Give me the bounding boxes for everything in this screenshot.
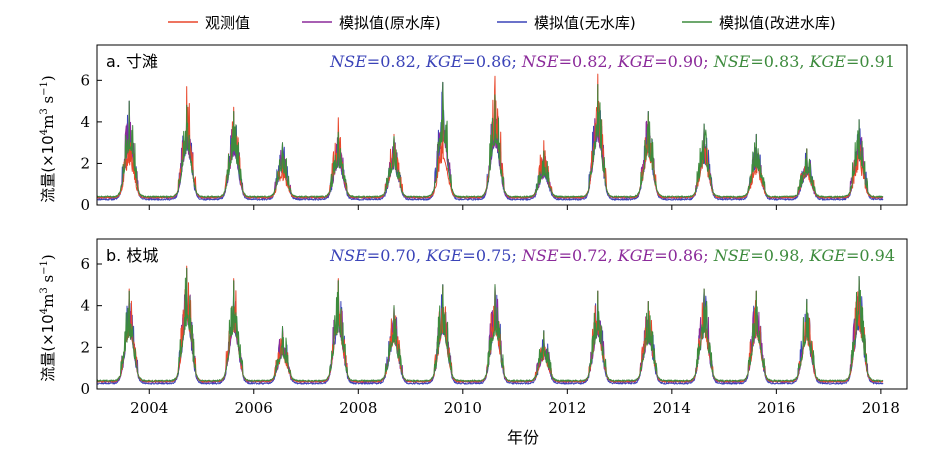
metric-text: KGE — [809, 52, 847, 71]
metric-text: KGE — [617, 52, 655, 71]
panel-0-title: a. 寸滩 — [106, 52, 158, 71]
metric-text: =0.70, — [367, 246, 426, 265]
legend: 观测值 模拟值(原水库) 模拟值(无水库) 模拟值(改进水库) — [168, 14, 836, 32]
panel-1-frame — [96, 238, 908, 390]
x-tick-label: 2010 — [444, 399, 482, 417]
legend-label-3: 模拟值(改进水库) — [719, 14, 836, 32]
panel-1-series-improved-reservoir — [96, 267, 884, 382]
panel-0-metrics: NSE=0.82, KGE=0.86; NSE=0.82, KGE=0.90; … — [329, 52, 895, 71]
metric-text: =0.86; — [462, 52, 522, 71]
metric-text: =0.94 — [846, 246, 895, 265]
y-tick-label: 2 — [80, 338, 90, 356]
panel-1-title: b. 枝城 — [106, 246, 158, 265]
x-tick-label: 2006 — [235, 399, 273, 417]
panel-1-metrics: NSE=0.70, KGE=0.75; NSE=0.72, KGE=0.86; … — [329, 246, 895, 265]
metric-text: KGE — [425, 246, 463, 265]
metric-text: NSE — [329, 52, 367, 71]
metric-text: =0.91 — [846, 52, 895, 71]
metric-text: KGE — [425, 52, 463, 71]
metric-text: =0.98, — [750, 246, 809, 265]
metric-text: NSE — [521, 52, 559, 71]
panel-b: 0 2 4 6 2004 2006 2008 2010 2012 2014 2016 2018 b. 枝… — [80, 238, 908, 417]
x-tick-label: 2014 — [653, 399, 691, 417]
metric-text: =0.90; — [654, 52, 714, 71]
y-tick-label: 2 — [80, 154, 90, 172]
y-tick-label: 0 — [80, 380, 90, 398]
metric-text: NSE — [329, 246, 367, 265]
x-tick-label: 2016 — [757, 399, 795, 417]
panel-0-series-improved-reservoir — [96, 81, 884, 198]
y-axis-label-b: 流量(×104m3 s−1) — [39, 254, 57, 382]
metric-text: =0.83, — [750, 52, 809, 71]
y-tick-label: 6 — [80, 71, 90, 89]
x-tick-label: 2012 — [548, 399, 586, 417]
legend-label-0: 观测值 — [205, 14, 250, 32]
metric-text: =0.75; — [462, 246, 522, 265]
metric-text: =0.72, — [559, 246, 618, 265]
metric-text: =0.86; — [654, 246, 714, 265]
metric-text: KGE — [617, 246, 655, 265]
panel-0-frame — [96, 44, 908, 206]
panel-1-series-original-reservoir — [96, 267, 884, 383]
legend-label-1: 模拟值(原水库) — [339, 14, 441, 32]
metric-text: NSE — [521, 246, 559, 265]
x-tick-label: 2018 — [862, 399, 900, 417]
metric-text: NSE — [713, 246, 751, 265]
y-tick-label: 4 — [80, 297, 90, 315]
metric-text: KGE — [809, 246, 847, 265]
panel-0-series-observed — [96, 73, 884, 199]
metric-text: =0.82, — [367, 52, 426, 71]
y-tick-label: 4 — [80, 113, 90, 131]
x-tick-label: 2008 — [339, 399, 377, 417]
panel-b-plot: 0 2 4 6 2004 2006 2008 2010 2012 2014 2016 2018 b. 枝… — [80, 238, 908, 417]
y-tick-label: 6 — [80, 255, 90, 273]
metric-text: =0.82, — [559, 52, 618, 71]
y-axis-label-a: 流量(×104m3 s−1) — [39, 75, 57, 203]
panel-0-series-original-reservoir — [96, 81, 884, 199]
legend-label-2: 模拟值(无水库) — [534, 14, 636, 32]
x-axis-label: 年份 — [507, 428, 539, 447]
y-tick-label: 0 — [80, 196, 90, 214]
x-tick-label: 2004 — [130, 399, 168, 417]
metric-text: NSE — [713, 52, 751, 71]
